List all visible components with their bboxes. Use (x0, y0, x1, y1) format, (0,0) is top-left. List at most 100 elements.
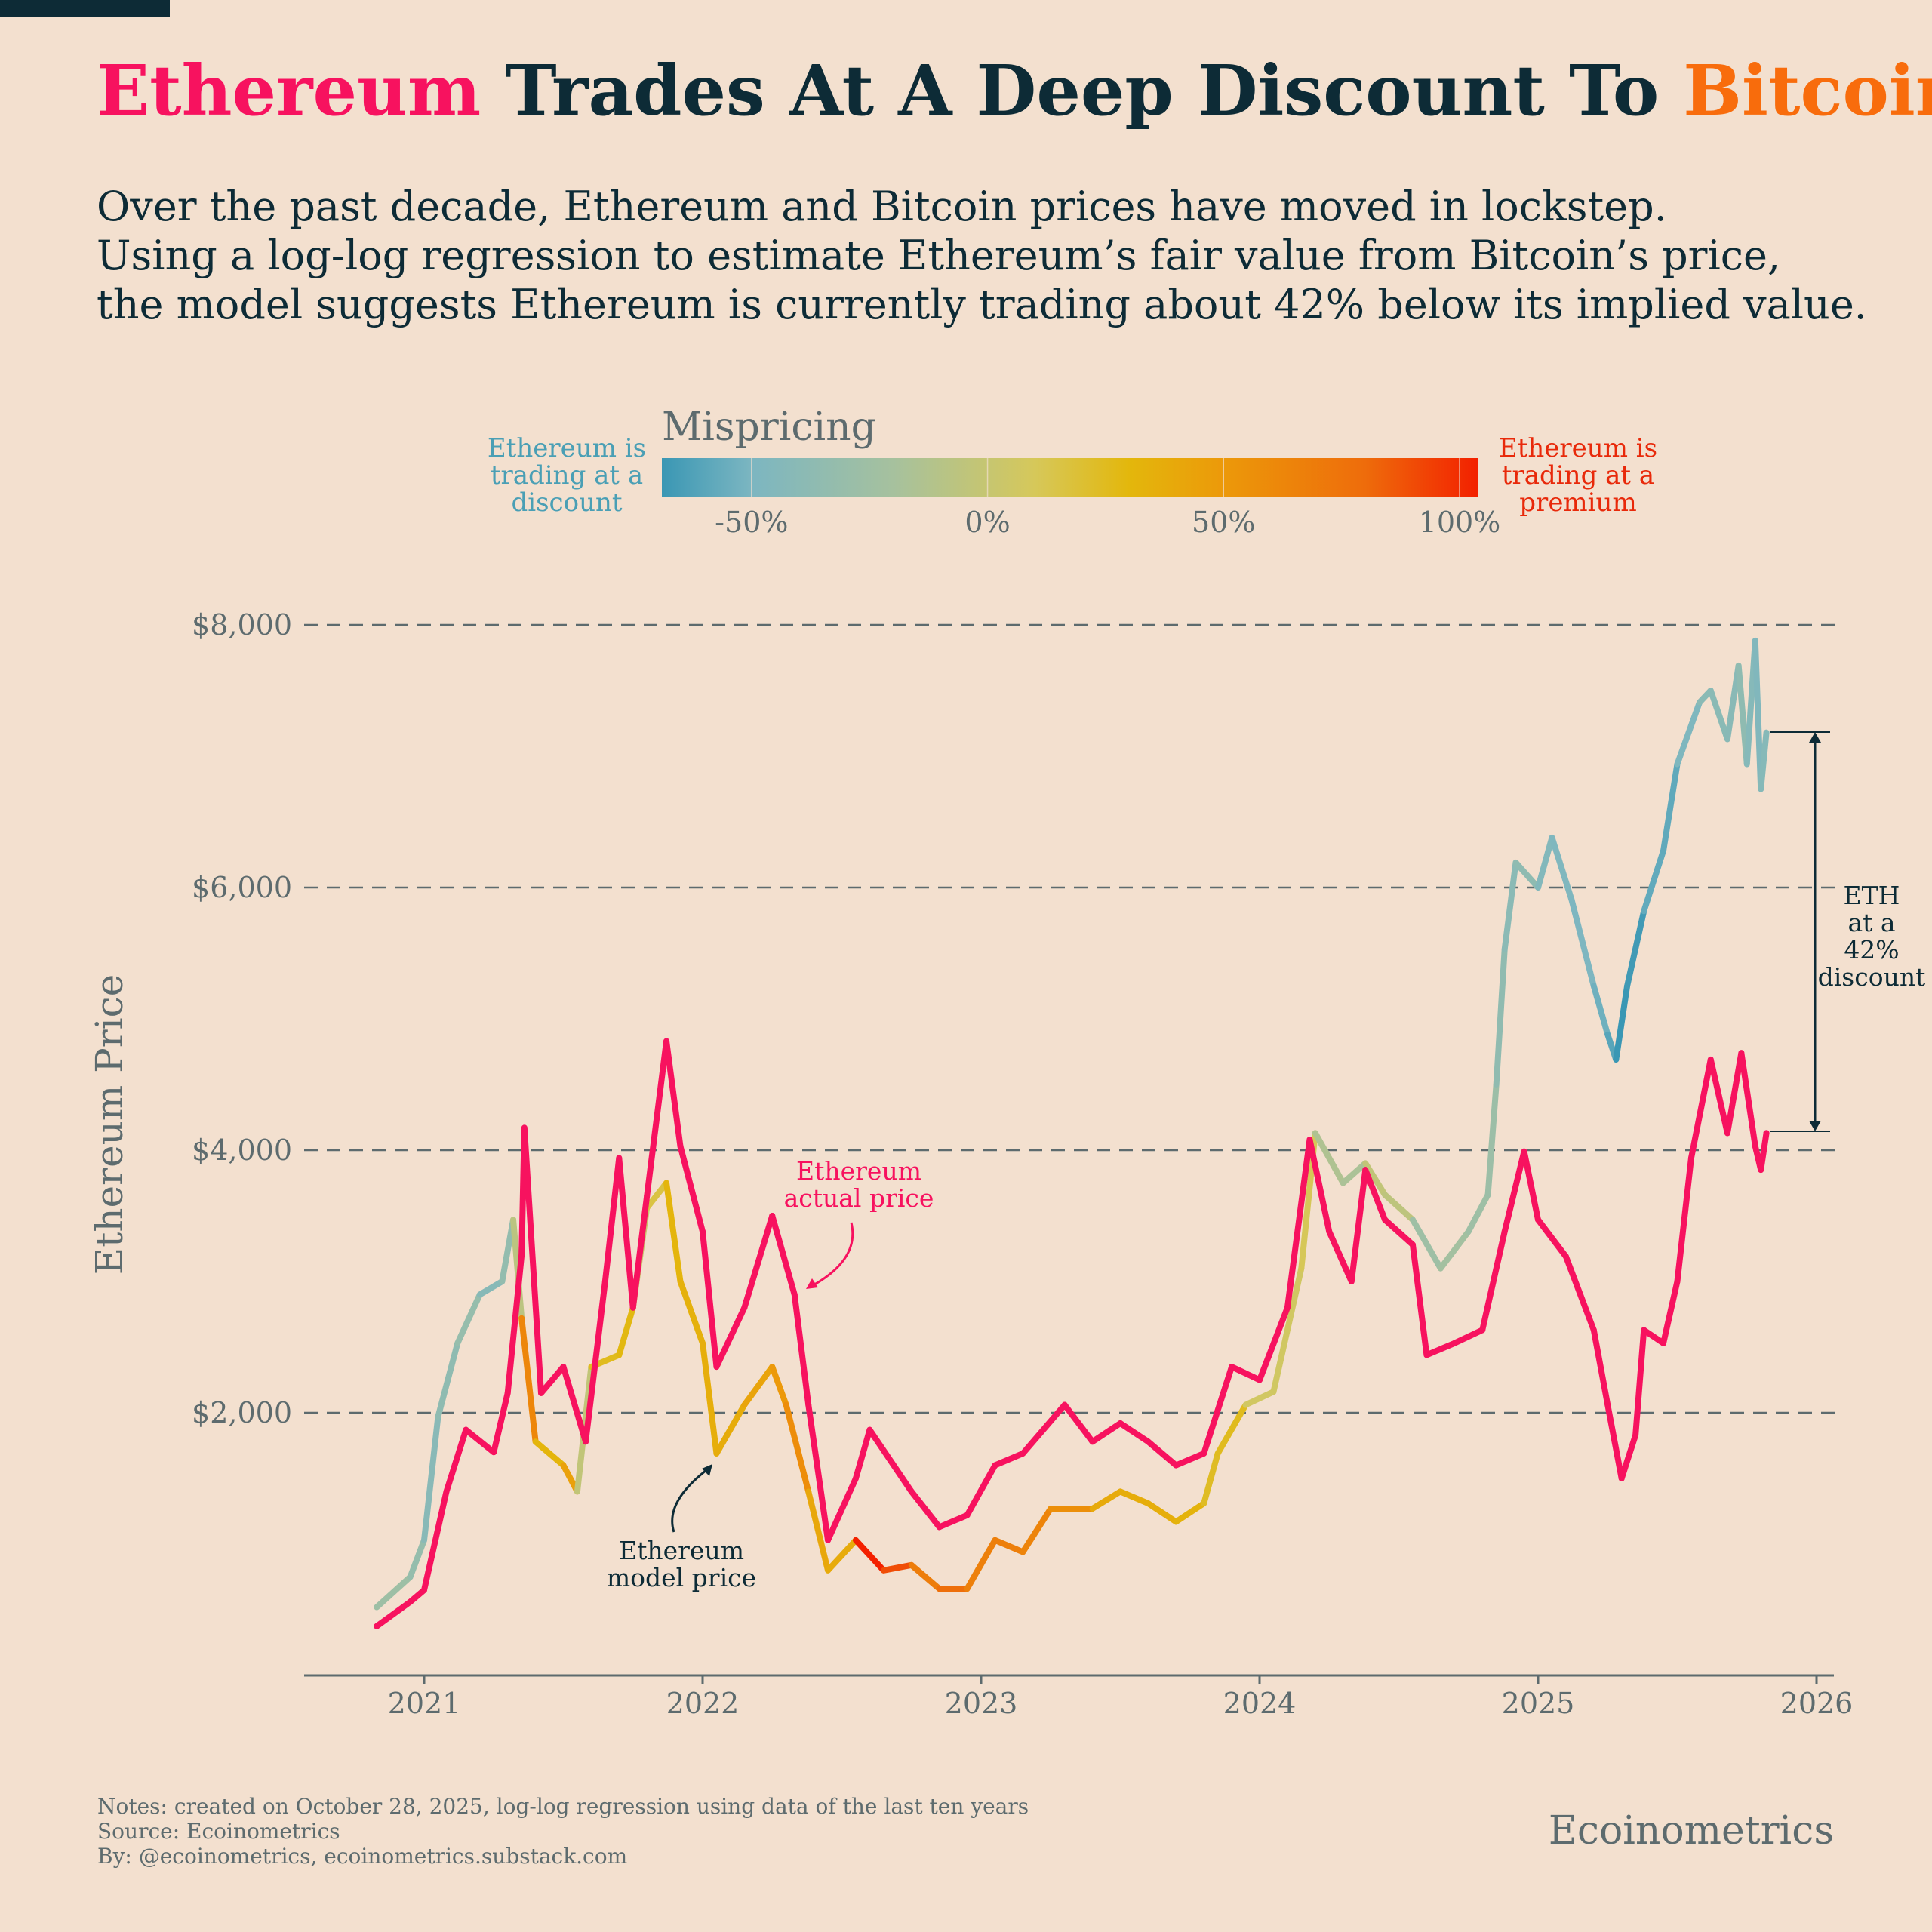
actual-price-point (1020, 1450, 1026, 1457)
x-tick-label: 2022 (666, 1687, 740, 1720)
discount-label-1: ETH (1844, 881, 1900, 910)
actual-price-point (1479, 1327, 1486, 1334)
y-tick-label: $8,000 (192, 608, 292, 641)
model-price-segment (1758, 729, 1770, 792)
footer-source: Source: Ecoinometrics (97, 1819, 340, 1844)
actual-price-point (463, 1426, 469, 1433)
actual-price-point (992, 1462, 998, 1469)
title-bitcoin: Bitcoin (1683, 50, 1932, 131)
title-ethereum: Ethereum (97, 50, 481, 131)
actual-price-point (518, 1252, 525, 1259)
legend-left-label-1: Ethereum is (488, 433, 646, 463)
subtitle-line-1: Over the past decade, Ethereum and Bitco… (97, 183, 1667, 230)
actual-price-point (663, 1038, 670, 1044)
actual-price-point (1362, 1167, 1369, 1174)
actual-price-point (1382, 1217, 1389, 1223)
y-tick-label: $4,000 (192, 1134, 292, 1167)
model-price-segment (700, 1340, 720, 1457)
model-price-segment (1362, 1160, 1389, 1198)
model-price-segment (407, 1537, 427, 1580)
legend-left-label-3: discount (511, 488, 622, 518)
title-middle: Trades At A Deep Discount To (481, 50, 1683, 131)
legend-right-label-1: Ethereum is (1499, 433, 1657, 463)
actual-price-point (1348, 1278, 1355, 1284)
actual-price-point (1284, 1304, 1291, 1311)
model-price-segment (435, 1340, 461, 1420)
actual-price-point (791, 1291, 798, 1298)
actual-price-point (1618, 1475, 1625, 1481)
model-price-series (374, 637, 1770, 1611)
annotation-model: Ethereum model price (607, 1464, 756, 1592)
model-price-segment (1437, 1228, 1472, 1272)
actual-price-point (1535, 1217, 1541, 1223)
model-price-segment (1312, 1130, 1346, 1186)
model-price-segment (374, 1574, 414, 1611)
x-tick-label: 2023 (945, 1687, 1018, 1720)
actual-price-point (1306, 1137, 1313, 1143)
actual-price-point (1641, 1327, 1647, 1334)
colorbar-tick-label: 50% (1192, 506, 1255, 539)
actual-price-point (601, 1278, 608, 1284)
actual-price-point (1660, 1340, 1667, 1346)
actual-price-point (616, 1155, 623, 1161)
x-tick-label: 2024 (1223, 1687, 1297, 1720)
model-price-segment (518, 1315, 539, 1445)
model-price-segment (476, 1278, 506, 1298)
actual-price-point (421, 1586, 427, 1593)
model-price-segment (1512, 859, 1541, 891)
model-price-segment (1590, 983, 1611, 1038)
discount-label-2: at a (1847, 908, 1895, 937)
annotation-actual-arrowhead (806, 1278, 818, 1289)
annotation-actual-arrow (808, 1222, 854, 1289)
annotation-model-arrow (671, 1466, 710, 1533)
model-price-segment (1535, 834, 1555, 891)
actual-price-point (741, 1304, 748, 1311)
model-price-segment (1340, 1160, 1369, 1186)
y-tick-label: $6,000 (192, 871, 292, 904)
actual-price-point (1758, 1167, 1764, 1174)
model-price-segment (1409, 1217, 1444, 1272)
model-price-segment (1270, 1265, 1305, 1395)
model-price-segment (713, 1401, 748, 1457)
annotation-actual-line-2: actual price (784, 1183, 934, 1213)
actual-price-point (1061, 1401, 1068, 1408)
actual-price-point (1409, 1241, 1416, 1248)
model-price-segment (1549, 834, 1575, 903)
colorbar-tick-label: 100% (1419, 506, 1501, 539)
actual-price-point (374, 1623, 380, 1629)
actual-price-point (1117, 1420, 1124, 1426)
y-tick-label: $2,000 (192, 1396, 292, 1429)
actual-price-point (1687, 1155, 1694, 1161)
plot-area: $2,000 $4,000 $6,000 $8,000 2021 2022 2023 2024… (192, 608, 1853, 1720)
actual-price-point (1738, 1050, 1745, 1057)
colorbar (662, 458, 1478, 497)
actual-price-point (1590, 1327, 1597, 1334)
actual-price-point (825, 1537, 832, 1543)
model-price-segment (1641, 848, 1667, 915)
actual-price-point (644, 1192, 651, 1199)
model-price-segment (1214, 1401, 1249, 1457)
brand-logo: Ecoinometrics (1549, 1808, 1834, 1854)
mispricing-legend: Mispricing Ethereum is trading at a disc… (488, 405, 1657, 539)
annotation-model-line-1: Ethereum (619, 1536, 744, 1565)
y-axis-label: Ethereum Price (88, 974, 131, 1275)
actual-price-point (1201, 1450, 1208, 1457)
model-price-segment (769, 1364, 789, 1408)
annotation-model-arrowhead (702, 1464, 712, 1476)
actual-price-point (1145, 1438, 1152, 1445)
model-price-segment (1613, 983, 1631, 1063)
actual-price-point (1763, 1130, 1770, 1137)
annotation-actual: Ethereum actual price (784, 1156, 934, 1289)
legend-title: Mispricing (662, 405, 876, 450)
legend-left-label-2: trading at a (491, 460, 643, 491)
model-price-segment (1117, 1488, 1152, 1507)
actual-price-point (1257, 1377, 1263, 1383)
model-price-segment (908, 1561, 943, 1592)
model-price-segment (880, 1561, 915, 1574)
actual-price-point (1707, 1056, 1714, 1063)
actual-price-point (560, 1364, 567, 1371)
chart-title: Ethereum Trades At A Deep Discount To Bi… (97, 50, 1932, 131)
actual-price-point (677, 1143, 684, 1149)
corner-bar (0, 0, 170, 17)
